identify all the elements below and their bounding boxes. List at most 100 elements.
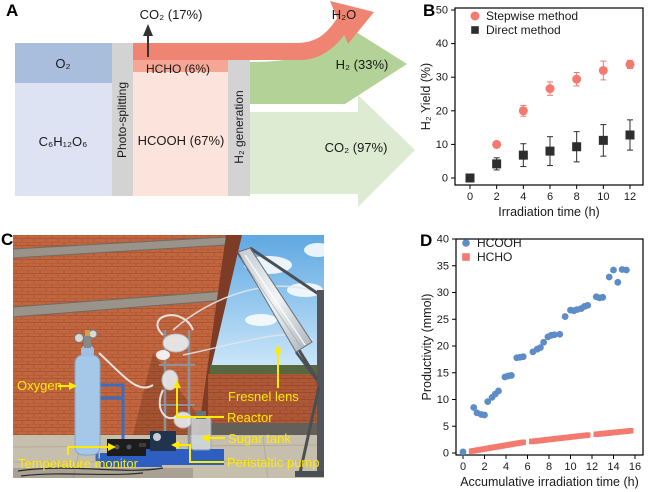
y-tick-label: 5 (443, 421, 449, 433)
y-tick-label: 0 (443, 448, 449, 460)
oxygen-cylinder (74, 354, 101, 456)
legend-label: Direct method (486, 23, 561, 37)
y-tick-label: 40 (437, 234, 449, 246)
x-axis-label: Accumulative irradiation time (h) (460, 475, 639, 489)
x-tick-label: 2 (494, 191, 500, 203)
h2-output-arrow (250, 25, 407, 104)
x-tick-label: 14 (607, 461, 619, 473)
panel-d-productivity-chart: 0 2 4 6 8 10 12 14 16 0 5 10 15 20 25 30 35 40 Accumulativ… (420, 234, 644, 489)
data-point (561, 313, 569, 320)
x-tick-label: 4 (503, 461, 509, 473)
data-point (470, 404, 478, 411)
hcho-label: HCHO (6%) (146, 62, 210, 76)
data-point (598, 65, 608, 75)
hcooh-label: HCOOH (67%) (138, 133, 225, 148)
wall-shadow (133, 353, 212, 435)
clouds (244, 243, 324, 326)
ground-shadow (13, 468, 193, 478)
data-point (545, 84, 555, 94)
hcho-strip (133, 58, 228, 72)
data-point (518, 106, 528, 116)
data-point (614, 278, 622, 286)
x-tick-label: 6 (524, 461, 530, 473)
reactor-arrowhead (173, 380, 181, 388)
y-tick-label: 10 (437, 394, 449, 406)
data-point (465, 173, 475, 183)
oxygen-cylinder-assembly (74, 329, 125, 462)
data-point (540, 338, 548, 346)
co2-output-arrow (250, 95, 415, 207)
panel-c-label: C (1, 230, 14, 249)
y-tick-label: 20 (436, 105, 448, 117)
y-tick-label: 30 (437, 287, 449, 299)
data-point (537, 344, 544, 352)
data-point (484, 398, 492, 406)
data-point (584, 432, 591, 438)
data-point (599, 293, 607, 301)
x-tick-label: 0 (460, 461, 466, 473)
o2-block (15, 43, 112, 83)
co2-top-label: CO₂ (17%) (140, 7, 203, 22)
sugar-tank-arrowhead (201, 434, 209, 442)
lens-pole (317, 290, 324, 471)
panel-c-photo: Oxygen Temperature monitor Reactor Sugar… (13, 235, 324, 478)
legend-marker (471, 26, 479, 34)
data-point (584, 301, 592, 309)
y-tick-label: 20 (437, 341, 449, 353)
h2-output-label: H₂ (33%) (336, 57, 389, 72)
panel-d-label: D (420, 231, 433, 250)
y-tick-label: 50 (436, 5, 448, 17)
data-point (481, 411, 488, 419)
sugar-tank-bottle (190, 416, 212, 451)
data-point (556, 330, 564, 338)
y-tick-label: 30 (436, 72, 448, 84)
x-tick-label: 8 (546, 461, 552, 473)
data-point (605, 273, 613, 281)
regulator-brass (85, 330, 90, 336)
y-tick-label: 0 (442, 173, 448, 185)
x-tick-label: 6 (547, 191, 553, 203)
data-point (625, 130, 635, 140)
peristaltic-pump-arrowhead (171, 441, 179, 449)
reactor-flask (162, 333, 190, 353)
panel-b-h2-yield-chart: 0 2 4 6 8 10 12 0 10 20 30 40 50 Irradiation time (h)… (420, 5, 644, 219)
parapet-shade (208, 374, 324, 425)
pressure-gauge-2 (88, 329, 98, 339)
plot-box (454, 7, 644, 186)
x-tick-label: 4 (520, 191, 526, 203)
legend-marker (470, 11, 480, 21)
pressure-gauge (74, 333, 84, 343)
fresnel-lens-assembly (236, 246, 324, 477)
x-tick-label: 10 (564, 461, 576, 473)
temperature-monitor-arrowhead (108, 443, 116, 451)
co2-output-label: CO₂ (97%) (325, 140, 388, 155)
glucose-block (15, 83, 112, 196)
legend-marker (462, 253, 470, 261)
temperature-monitor-label: Temperature monitor (18, 456, 139, 471)
cables (17, 467, 164, 477)
oxygen-arrowhead (69, 382, 77, 390)
lens-foot (295, 471, 324, 477)
data-point (492, 139, 502, 149)
y-tick-label: 10 (436, 139, 448, 151)
legend-label: HCHO (477, 250, 512, 264)
panel-a-sankey-diagram: CO₂ (17%) H₂O O₂ C₆H₁₂O₆ Photo-splitting… (15, 1, 415, 207)
y-axis-label: Productivity (mmol) (420, 294, 434, 401)
legend-marker (462, 239, 470, 247)
data-point (623, 266, 630, 274)
data-point (572, 142, 582, 152)
data-point (545, 146, 555, 156)
data-point (610, 266, 617, 274)
oxygen-label: Oxygen (17, 378, 62, 393)
data-point (495, 387, 502, 395)
x-tick-label: 2 (481, 461, 487, 473)
x-tick-label: 16 (629, 461, 641, 473)
peristaltic-pump-label: Peristaltic pump (227, 455, 319, 470)
data-point (598, 135, 608, 145)
photo-annotations: Oxygen Temperature monitor Reactor Sugar… (17, 345, 319, 471)
photo-splitting-label: Photo-splitting (115, 82, 129, 158)
fresnel-lens-arrowhead (274, 345, 282, 353)
x-tick-label: 12 (586, 461, 598, 473)
data-point (572, 74, 582, 84)
